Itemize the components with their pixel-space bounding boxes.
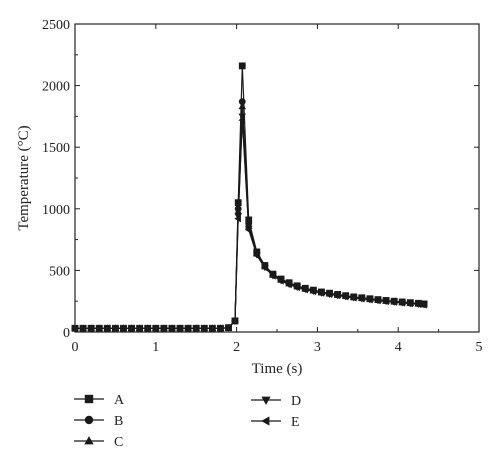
legend-item-D: D (251, 394, 301, 409)
legend: ABC DE (74, 393, 301, 450)
data-point-E (317, 289, 325, 297)
data-point-E (325, 290, 333, 299)
data-point-E (374, 296, 381, 305)
data-point-E (260, 263, 268, 272)
series-A (71, 62, 428, 332)
y-tick-label: 0 (63, 326, 70, 341)
data-point-E (277, 277, 284, 285)
data-point-E (216, 324, 224, 333)
data-point-E (103, 324, 111, 333)
y-tick-label: 2500 (42, 18, 70, 33)
data-point-E (159, 324, 167, 333)
data-point-E (269, 272, 276, 280)
y-tick-label: 1000 (42, 203, 70, 218)
legend-label: C (114, 435, 123, 450)
legend-item-A: A (74, 393, 125, 408)
series-line-A (75, 65, 425, 329)
data-point-E (420, 301, 427, 309)
legend-marker-A (84, 394, 94, 404)
x-tick-label: 3 (314, 340, 321, 355)
data-point-E (111, 324, 119, 333)
ticks-layer: 0 1 2 3 4 5 0 500 1000 1500 2000 2500 (42, 18, 483, 355)
data-point-E (366, 295, 373, 304)
data-point-E (333, 291, 341, 300)
data-point-E (135, 324, 143, 333)
data-point-E (176, 324, 183, 333)
data-point-E (231, 317, 238, 325)
legend-label: B (114, 414, 123, 429)
data-point-E (252, 251, 260, 260)
data-point-E (301, 285, 308, 294)
y-axis-title: Temperature (°C) (16, 125, 32, 230)
x-axis-title: Time (s) (252, 361, 303, 377)
data-point-E (79, 324, 86, 333)
legend-label: A (114, 393, 125, 408)
data-point-E (309, 287, 317, 296)
x-tick-label: 5 (476, 340, 483, 355)
data-point-E (127, 324, 135, 333)
data-point-E (398, 299, 405, 307)
data-point-D (238, 113, 246, 121)
y-tick-label: 1500 (42, 141, 70, 156)
data-point-E (414, 300, 422, 309)
data-point-E (192, 324, 199, 333)
data-point-A (238, 62, 246, 70)
legend-marker-B (84, 415, 94, 425)
data-point-E (406, 299, 414, 308)
data-point-E (143, 324, 151, 333)
data-point-E (390, 298, 397, 306)
series-E (71, 116, 427, 333)
data-point-E (244, 226, 252, 234)
series-line-B (75, 101, 425, 329)
legend-item-E: E (251, 415, 300, 430)
data-point-C (238, 102, 246, 110)
x-tick-label: 4 (395, 340, 402, 355)
legend-marker-D (261, 396, 271, 405)
series-layer (71, 62, 428, 333)
data-point-E (184, 324, 191, 333)
x-tick-label: 1 (152, 340, 159, 355)
data-point-E (357, 294, 365, 303)
data-point-E (382, 297, 389, 306)
data-point-E (349, 294, 357, 302)
legend-item-C: C (74, 435, 123, 450)
data-point-E (87, 324, 94, 333)
data-point-E (95, 324, 102, 333)
legend-label: D (291, 394, 301, 409)
legend-item-B: B (74, 414, 123, 429)
data-point-E (238, 116, 245, 124)
data-point-B (238, 98, 246, 106)
legend-marker-E (261, 416, 270, 426)
data-point-E (208, 324, 216, 333)
plot-area: 0 1 2 3 4 5 0 500 1000 1500 2000 2500 (42, 18, 483, 355)
series-B (71, 98, 428, 332)
data-point-E (234, 214, 241, 223)
y-tick-label: 500 (49, 264, 70, 279)
series-line-E (75, 120, 425, 329)
data-point-E (293, 283, 300, 292)
x-tick-label: 0 (72, 340, 79, 355)
data-point-E (119, 324, 127, 333)
legend-label: E (291, 415, 300, 430)
data-point-E (151, 324, 159, 333)
data-point-E (285, 280, 292, 289)
data-point-E (200, 324, 207, 333)
plot-frame (74, 23, 480, 333)
data-point-E (224, 323, 232, 332)
legend-marker-C (84, 436, 94, 445)
y-tick-label: 2000 (42, 80, 70, 95)
data-point-E (341, 293, 349, 301)
x-tick-label: 2 (233, 340, 240, 355)
data-point-E (168, 324, 175, 333)
